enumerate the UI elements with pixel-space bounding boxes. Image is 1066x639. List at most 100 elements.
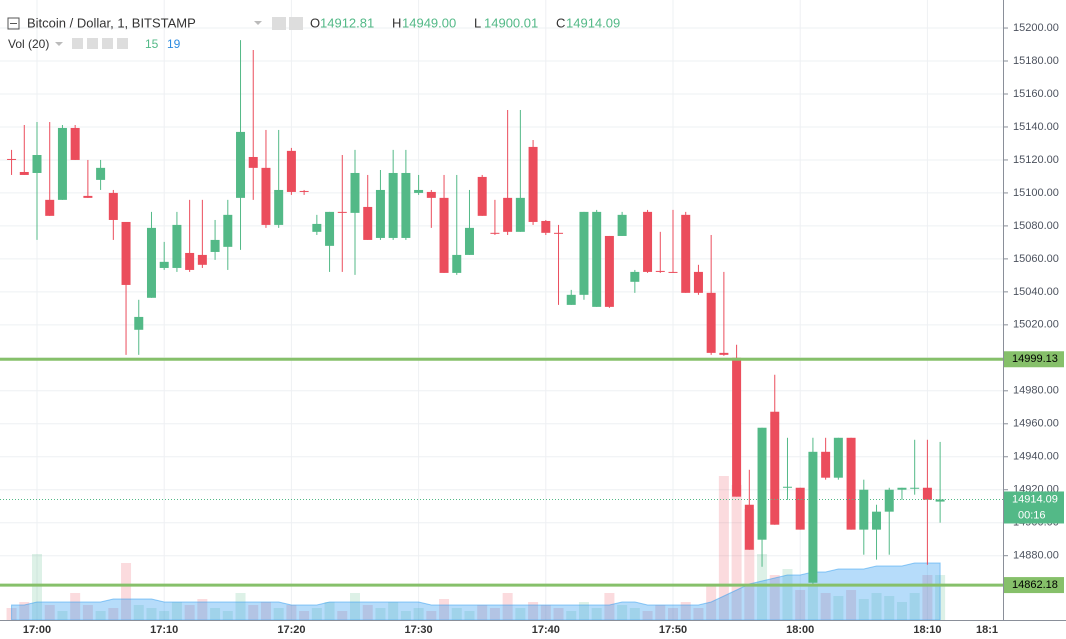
- candle-body: [312, 223, 322, 232]
- volume-bar: [540, 605, 551, 620]
- x-tick-label: 17:50: [659, 624, 687, 636]
- volume-bar: [591, 608, 602, 620]
- volume-bar: [846, 590, 857, 620]
- volume-bar: [782, 569, 793, 620]
- candle-body: [19, 171, 29, 175]
- x-tick-label: 18:1: [976, 624, 998, 636]
- level-label-bg: [1004, 351, 1064, 368]
- vol-icon[interactable]: [117, 38, 128, 49]
- volume-bar: [260, 602, 271, 620]
- y-tick-label: 15200.00: [1013, 22, 1059, 34]
- volume-pane: [6, 476, 946, 621]
- candle-body: [337, 211, 347, 213]
- volume-bar: [375, 608, 386, 620]
- volume-bar: [451, 608, 462, 620]
- candle-body: [286, 150, 296, 192]
- axes: 14880.0014900.0014920.0014940.0014960.00…: [23, 22, 1064, 636]
- candle-body: [70, 127, 80, 160]
- candle-body: [477, 176, 487, 216]
- candle-body: [146, 227, 156, 298]
- candle-body: [439, 197, 449, 273]
- collapse-icon[interactable]: [7, 17, 20, 30]
- y-tick-label: 15100.00: [1013, 187, 1059, 199]
- candle-body: [426, 191, 436, 198]
- candle-body: [884, 489, 894, 512]
- level-label: 14999.13: [1012, 353, 1058, 365]
- y-tick-label: 15120.00: [1013, 154, 1059, 166]
- countdown: 00:16: [1018, 509, 1046, 521]
- candle-body: [464, 227, 474, 255]
- candle-body: [770, 411, 780, 525]
- volume-bar: [820, 593, 831, 620]
- candle-body: [83, 195, 93, 198]
- ohlc-letter: C: [556, 15, 565, 30]
- ohlc-value: 14900.01: [484, 15, 538, 30]
- candle-body: [897, 487, 907, 490]
- volume-bar: [896, 602, 907, 620]
- candle-body: [872, 511, 882, 530]
- volume-bar: [757, 554, 768, 620]
- candle-body: [859, 489, 869, 530]
- candle-body: [350, 172, 360, 213]
- candle-body: [808, 451, 818, 583]
- hide-icon[interactable]: [289, 17, 303, 30]
- vol-icon[interactable]: [102, 38, 113, 49]
- volume-bar: [477, 605, 488, 620]
- header: O 14912.81 H 14949.00 L 14900.01 C 14914.09: [310, 15, 620, 30]
- volume-bar: [57, 611, 68, 620]
- volume-bar: [668, 608, 678, 620]
- candle-body: [108, 192, 118, 220]
- volume-bar: [617, 605, 628, 620]
- volume-bar: [642, 611, 653, 620]
- volume-bar: [311, 608, 322, 620]
- candle-body: [617, 214, 627, 236]
- volume-bar: [807, 584, 818, 620]
- candle-body: [490, 232, 500, 234]
- x-tick-label: 17:30: [405, 624, 433, 636]
- volume-bar: [795, 590, 806, 620]
- candle-body: [57, 127, 67, 200]
- volume-bar: [362, 605, 373, 620]
- grid: [0, 0, 1003, 620]
- candle-body: [643, 211, 653, 272]
- candle-body: [566, 294, 576, 305]
- volume-bar: [566, 611, 577, 620]
- y-tick-label: 15180.00: [1013, 55, 1059, 67]
- vol-icon[interactable]: [72, 38, 83, 49]
- x-tick-label: 18:00: [786, 624, 814, 636]
- volume-bar: [464, 611, 475, 620]
- y-tick-label: 14960.00: [1013, 418, 1059, 430]
- candle-body: [299, 190, 309, 192]
- settings-icon[interactable]: [272, 17, 286, 30]
- vol-icon[interactable]: [87, 38, 98, 49]
- candle-body: [732, 357, 742, 497]
- volume-bar: [884, 596, 895, 620]
- volume-bar: [82, 605, 93, 620]
- volume-bar: [324, 602, 335, 620]
- y-tick-label: 15140.00: [1013, 121, 1059, 133]
- volume-bar: [235, 593, 246, 620]
- volume-bar: [44, 605, 55, 620]
- candle-body: [681, 214, 691, 293]
- candle-body: [821, 451, 831, 478]
- candle-body: [121, 221, 131, 285]
- volume-bar: [680, 602, 691, 620]
- candle-body: [210, 239, 220, 252]
- candle-body: [223, 214, 233, 247]
- volume-bar: [655, 605, 666, 620]
- candle-body: [604, 235, 614, 307]
- candle-body: [757, 427, 767, 540]
- ohlc-letter: O: [310, 15, 320, 30]
- volume-bar: [146, 608, 157, 620]
- dropdown[interactable]: [254, 21, 262, 25]
- last-price-bg: [1004, 491, 1064, 524]
- volume-bar: [70, 593, 81, 620]
- candle-body: [846, 437, 856, 530]
- volume-bar: [210, 608, 221, 620]
- candle-body: [401, 172, 411, 238]
- candle-body: [96, 167, 106, 180]
- volume-bar: [439, 599, 450, 620]
- dropdown[interactable]: [55, 42, 63, 46]
- candle-body: [528, 146, 538, 222]
- candle-body: [159, 261, 169, 268]
